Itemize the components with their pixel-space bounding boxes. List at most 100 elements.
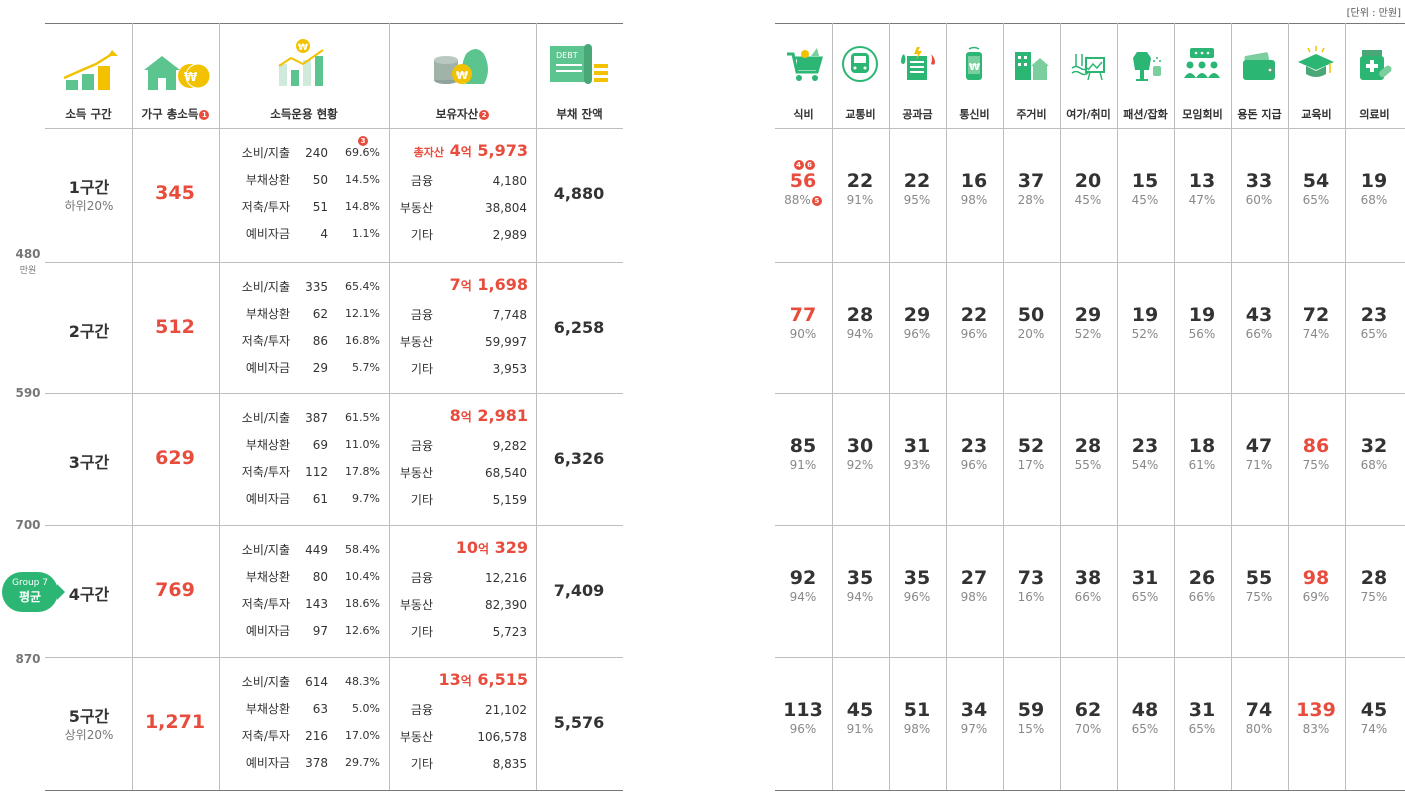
asset-label: 기타: [410, 757, 433, 771]
bottom-border: [775, 790, 1405, 791]
svg-text:₩: ₩: [969, 62, 980, 73]
spending-cell: 34 97%: [946, 699, 1002, 737]
spending-percent: 66%: [1060, 589, 1116, 605]
spending-percent: 75%: [1346, 589, 1402, 605]
top-border: [775, 23, 1405, 24]
spending-percent: 66%: [1231, 326, 1287, 342]
unit-note: [단위 : 만원]: [1346, 8, 1401, 19]
spending-cell: 77 90%: [775, 304, 831, 342]
debt-balance-value: 6,258: [553, 318, 605, 337]
spending-percent-text: 75%: [1245, 590, 1273, 604]
total-rest: 329: [494, 538, 528, 557]
fashion-icon: [1133, 52, 1161, 81]
spending-percent-text: 65%: [1188, 722, 1216, 736]
bottom-border: [45, 790, 623, 791]
asset-value: 68,540: [485, 466, 527, 480]
asset-value: 4,180: [492, 174, 527, 188]
usage-percent: 18.6%: [345, 597, 380, 610]
col-divider: [946, 23, 947, 790]
usage-label: 부채상환: [245, 702, 290, 716]
asset-row: 기타 5,723: [393, 623, 533, 641]
spending-cell: 31 65%: [1174, 699, 1230, 737]
col-divider: [1174, 23, 1175, 790]
spending-percent-text: 65%: [1360, 327, 1388, 341]
spending-value: 74: [1245, 699, 1273, 721]
asset-value: 21,102: [485, 703, 527, 717]
col-divider: [1060, 23, 1061, 790]
spending-percent-text: 61%: [1188, 458, 1216, 472]
spending-cell: 26 66%: [1174, 567, 1230, 605]
usage-percent: 48.3%: [345, 675, 380, 688]
asset-row: 부동산 38,804: [393, 199, 533, 217]
usage-percent: 9.7%: [352, 492, 380, 505]
average-label: 평균: [18, 590, 42, 604]
spending-percent: 28%: [1003, 192, 1059, 208]
usage-percent: 14.5%: [345, 173, 380, 186]
spending-cell: 22 91%: [832, 170, 888, 208]
total-assets-prefix: 총자산: [413, 146, 445, 159]
spending-percent-text: 71%: [1245, 458, 1273, 472]
spending-cell: 19 56%: [1174, 304, 1230, 342]
tier-sub: 하위20%: [64, 199, 114, 213]
train-icon: [842, 46, 878, 82]
spending-cell: 35 96%: [889, 567, 945, 605]
note-badge: 1: [199, 109, 210, 120]
usage-label: 예비자금: [245, 227, 290, 241]
spending-cell: 30 92%: [832, 435, 888, 473]
spending-percent-text: 80%: [1245, 722, 1273, 736]
spending-percent: 91%: [775, 457, 831, 473]
usage-percent: 14.8%: [345, 200, 380, 213]
spending-percent-text: 15%: [1017, 722, 1045, 736]
tier-sub: 상위20%: [64, 728, 114, 742]
usage-row: 소비/지출 614 48.3%: [230, 673, 385, 691]
total-rest: 2,981: [477, 406, 528, 425]
usage-row: 저축/투자 112 17.8%: [230, 463, 385, 481]
row-divider: [45, 657, 623, 658]
spending-value: 19: [1188, 304, 1216, 326]
spending-cell: 72 74%: [1288, 304, 1344, 342]
spending-cell: 33 60%: [1231, 170, 1287, 208]
spending-percent: 80%: [1231, 721, 1287, 737]
spending-value: 92: [789, 567, 817, 589]
total-eok: 8: [449, 406, 461, 425]
spending-value: 26: [1188, 567, 1216, 589]
axis-unit: 만원: [19, 266, 37, 276]
spending-value: 86: [1302, 435, 1330, 457]
spending-cell: 27 98%: [946, 567, 1002, 605]
average-marker: Group 7 평균: [2, 572, 58, 612]
usage-percent: 12.1%: [345, 307, 380, 320]
svg-text:DEBT: DEBT: [556, 51, 578, 60]
asset-value: 5,159: [492, 493, 527, 507]
spending-cell: 28 75%: [1346, 567, 1402, 605]
house-building-icon: [1015, 52, 1049, 80]
usage-value: 97: [312, 624, 328, 638]
asset-label: 금융: [410, 174, 433, 188]
spending-cell: 18 61%: [1174, 435, 1230, 473]
spending-cell: 4 6 56 88% 5: [775, 159, 831, 208]
asset-value: 8,835: [492, 757, 527, 771]
usage-value: 216: [305, 729, 328, 743]
category-label: 주거비: [1016, 108, 1047, 121]
spending-percent: 96%: [889, 589, 945, 605]
spending-value: 22: [903, 170, 931, 192]
spending-cell: 29 96%: [889, 304, 945, 342]
usage-value: 62: [312, 307, 328, 321]
category-label: 용돈 지급: [1237, 108, 1282, 121]
spending-percent-text: 66%: [1074, 590, 1102, 604]
col-divider: [219, 23, 220, 790]
note-badge: 2: [479, 109, 490, 120]
usage-label: 부채상환: [245, 307, 290, 321]
usage-percent: 65.4%: [345, 280, 380, 293]
asset-label: 기타: [410, 493, 433, 507]
col-divider: [1003, 23, 1004, 790]
spending-cell: 35 94%: [832, 567, 888, 605]
spending-value: 77: [789, 304, 817, 326]
asset-label: 부동산: [399, 466, 433, 480]
spending-percent: 45%: [1060, 192, 1116, 208]
spending-value: 32: [1360, 435, 1388, 457]
asset-label: 부동산: [399, 598, 433, 612]
note-badge: 6: [804, 159, 815, 170]
spending-cell: 23 54%: [1117, 435, 1173, 473]
row-divider: [45, 525, 623, 526]
total-eok-unit: 억: [460, 674, 472, 688]
